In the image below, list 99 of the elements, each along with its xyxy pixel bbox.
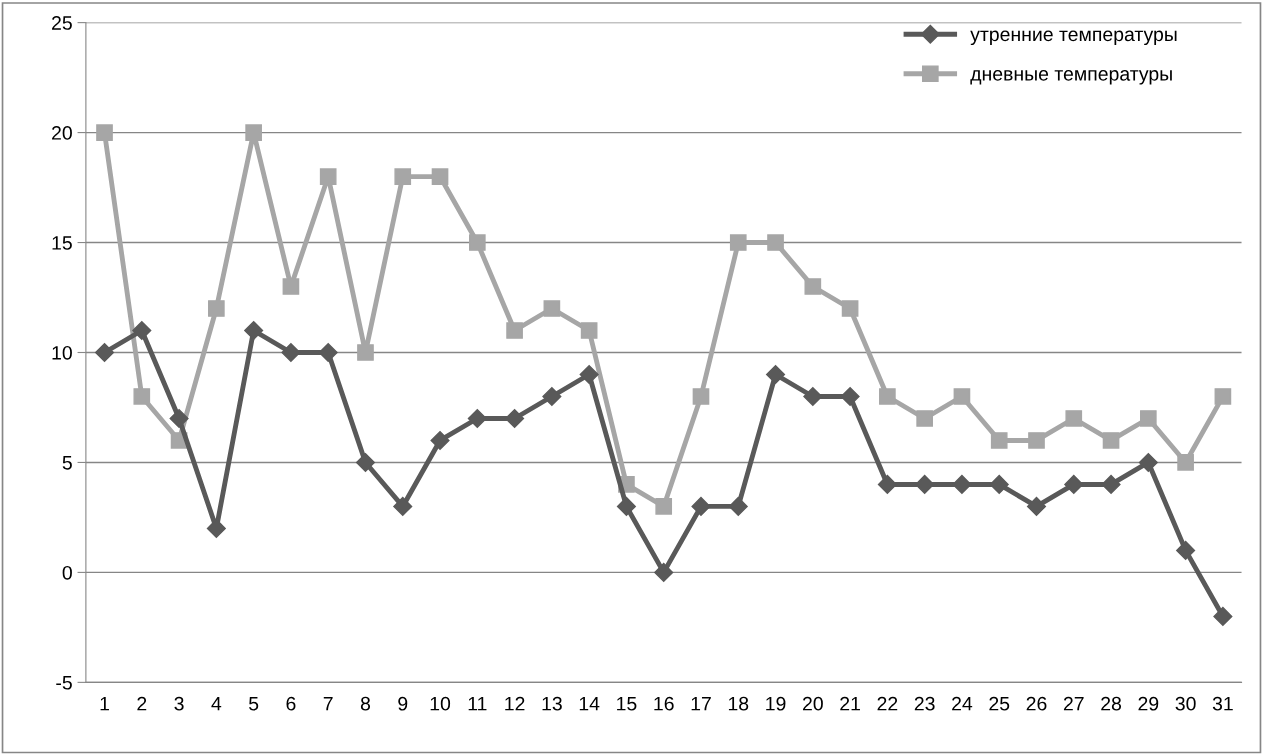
y-tick-label: 5 xyxy=(62,456,72,470)
point xyxy=(616,496,636,516)
point xyxy=(655,498,673,515)
x-tick-label: 16 xyxy=(654,696,674,711)
point xyxy=(952,474,972,494)
x-tick-label: 12 xyxy=(505,696,525,711)
x-tick-label: 9 xyxy=(398,696,408,711)
point xyxy=(729,234,747,251)
point xyxy=(1028,432,1045,449)
point xyxy=(804,278,822,295)
point xyxy=(244,320,264,341)
point xyxy=(692,388,710,405)
y-tick-label: 15 xyxy=(52,236,72,250)
x-tick-label: 26 xyxy=(1026,696,1047,711)
point xyxy=(319,168,337,185)
legend-label: утренние температуры xyxy=(970,30,1177,46)
x-tick-label: 15 xyxy=(617,696,637,711)
point xyxy=(1176,540,1196,560)
point xyxy=(1213,606,1233,626)
x-tick-label: 25 xyxy=(989,696,1010,711)
point xyxy=(506,322,523,339)
point xyxy=(916,410,933,427)
point xyxy=(877,474,897,494)
y-tick-label: 0 xyxy=(62,565,72,580)
point xyxy=(953,388,971,405)
point xyxy=(990,432,1008,449)
point xyxy=(728,496,748,516)
point xyxy=(767,234,784,251)
point xyxy=(133,388,151,405)
x-tick-label: 13 xyxy=(542,696,562,711)
point xyxy=(543,300,561,317)
x-tick-label: 5 xyxy=(249,696,259,711)
point xyxy=(1065,410,1083,427)
x-tick-label: 24 xyxy=(952,696,973,711)
point xyxy=(840,386,860,407)
y-tick-label: 20 xyxy=(52,126,72,140)
point xyxy=(169,408,189,429)
point xyxy=(467,408,487,429)
x-tick-label: 21 xyxy=(840,696,860,711)
point xyxy=(1101,474,1121,494)
x-tick-label: 3 xyxy=(174,696,184,711)
point xyxy=(132,320,152,341)
x-tick-label: 29 xyxy=(1138,696,1159,711)
point xyxy=(691,496,711,516)
point xyxy=(208,300,225,317)
point xyxy=(841,300,859,317)
point xyxy=(393,496,413,516)
x-tick-label: 30 xyxy=(1175,696,1196,711)
x-tick-label: 4 xyxy=(211,696,222,711)
point xyxy=(915,474,935,494)
x-tick-label: 11 xyxy=(468,696,487,711)
point xyxy=(580,322,598,339)
x-tick-label: 28 xyxy=(1101,696,1122,711)
x-tick-label: 19 xyxy=(766,696,786,711)
point xyxy=(318,342,338,363)
point xyxy=(96,124,113,141)
point xyxy=(94,342,115,363)
x-tick-label: 10 xyxy=(430,696,451,711)
point xyxy=(355,452,376,472)
x-tick-label: 23 xyxy=(914,696,935,711)
point xyxy=(1138,452,1158,472)
y-tick-label: -5 xyxy=(56,676,72,690)
point xyxy=(766,364,786,385)
point xyxy=(1177,454,1194,471)
y-tick-label: 25 xyxy=(52,16,72,30)
point xyxy=(281,342,301,363)
point xyxy=(1026,496,1047,516)
x-tick-label: 18 xyxy=(728,696,749,711)
point xyxy=(542,386,562,407)
x-tick-label: 8 xyxy=(360,696,371,711)
legend-label: дневные температуры xyxy=(970,70,1172,85)
x-tick-label: 6 xyxy=(286,696,296,711)
point xyxy=(1139,410,1157,427)
point xyxy=(431,168,449,185)
x-tick-label: 27 xyxy=(1063,696,1084,711)
point xyxy=(357,344,374,361)
x-tick-label: 14 xyxy=(579,696,600,711)
x-tick-label: 7 xyxy=(323,696,333,711)
point xyxy=(654,562,674,582)
point xyxy=(468,234,486,251)
point xyxy=(394,168,412,185)
x-tick-label: 22 xyxy=(877,696,898,711)
x-tick-label: 1 xyxy=(100,696,109,711)
point xyxy=(505,408,525,429)
point xyxy=(430,430,450,450)
point xyxy=(245,124,262,141)
point xyxy=(579,364,599,385)
x-tick-label: 2 xyxy=(137,696,147,711)
x-tick-label: 31 xyxy=(1212,696,1233,711)
point xyxy=(879,388,896,405)
x-tick-label: 20 xyxy=(802,696,823,711)
x-tick-label: 17 xyxy=(691,696,711,711)
point xyxy=(282,278,300,295)
point xyxy=(989,474,1009,494)
point xyxy=(1064,474,1084,494)
point xyxy=(1102,432,1120,449)
y-tick-label: 10 xyxy=(52,345,72,360)
point xyxy=(1214,388,1232,405)
point xyxy=(803,386,823,407)
